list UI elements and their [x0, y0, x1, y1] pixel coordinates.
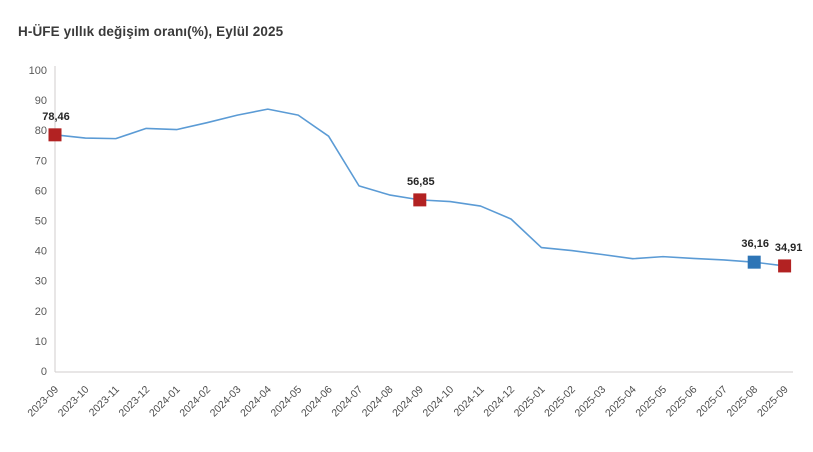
x-axis-tick-label: 2025-07 — [694, 384, 730, 420]
y-axis-tick-label: 40 — [35, 246, 47, 258]
y-axis-tick-label: 60 — [35, 185, 47, 197]
x-axis-tick-label: 2023-10 — [56, 384, 92, 420]
x-axis-tick-label: 2023-11 — [87, 384, 122, 419]
y-axis-tick-label: 80 — [35, 125, 47, 137]
y-axis-tick-label: 70 — [35, 155, 47, 167]
x-axis-tick-label: 2025-04 — [603, 384, 639, 420]
x-axis-tick-label: 2024-03 — [208, 384, 244, 420]
x-axis-tick-label: 2025-03 — [573, 384, 609, 420]
x-axis-tick-label: 2025-08 — [725, 384, 761, 420]
chart-title: H-ÜFE yıllık değişim oranı(%), Eylül 202… — [18, 24, 284, 39]
y-axis-tick-label: 0 — [41, 366, 47, 378]
x-axis-tick-label: 2025-02 — [542, 384, 578, 420]
data-point-label-2023-09: 78,46 — [42, 111, 70, 123]
y-axis-tick-label: 90 — [35, 95, 47, 107]
data-point-label-2025-08: 36,16 — [741, 238, 769, 250]
x-axis-tick-label: 2023-12 — [117, 384, 153, 420]
x-axis-tick-label: 2024-04 — [238, 384, 274, 420]
x-axis-tick-label: 2024-10 — [421, 384, 457, 420]
y-axis-tick-label: 30 — [35, 276, 47, 288]
x-axis-tick-label: 2024-09 — [390, 384, 426, 420]
x-axis-tick-label: 2025-01 — [512, 384, 548, 420]
y-axis-tick-label: 100 — [29, 65, 47, 77]
data-point-marker-2023-09 — [48, 128, 62, 142]
x-axis-tick-label: 2024-05 — [269, 384, 305, 420]
x-axis-tick-label: 2025-06 — [664, 384, 700, 420]
y-axis-tick-label: 10 — [35, 336, 47, 348]
x-axis-tick-label: 2025-05 — [633, 384, 669, 420]
x-axis-tick-label: 2024-07 — [329, 384, 365, 420]
y-axis-tick-label: 20 — [35, 306, 47, 318]
data-point-marker-2025-09 — [778, 259, 792, 273]
x-axis-tick-label: 2024-01 — [147, 384, 183, 420]
x-axis-tick-label: 2024-06 — [299, 384, 335, 420]
data-point-label-2024-09: 56,85 — [407, 176, 435, 188]
x-axis-tick-label: 2024-11 — [452, 384, 487, 419]
x-axis-tick-label: 2024-12 — [481, 384, 517, 420]
data-point-label-2025-09: 34,91 — [775, 242, 803, 254]
data-point-marker-2024-09 — [413, 193, 427, 207]
data-point-marker-2025-08 — [747, 255, 761, 269]
x-axis-tick-label: 2024-02 — [177, 384, 213, 420]
x-axis-tick-label: 2025-09 — [755, 384, 791, 420]
y-axis-tick-label: 50 — [35, 216, 47, 228]
x-axis-tick-label: 2023-09 — [25, 384, 61, 420]
x-axis-tick-label: 2024-08 — [360, 384, 396, 420]
